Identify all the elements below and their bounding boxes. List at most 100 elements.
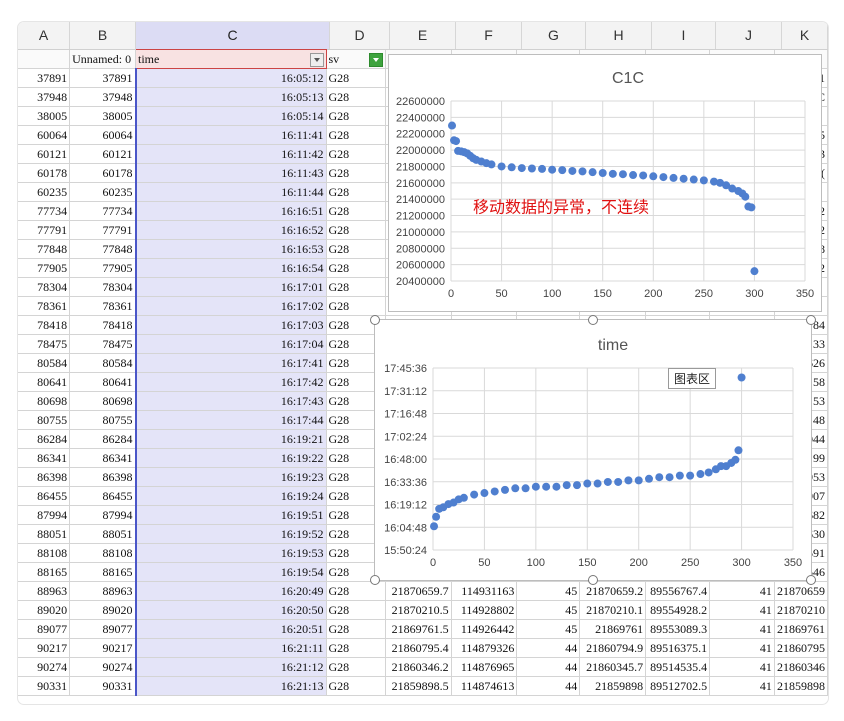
- cell-c[interactable]: 16:19:23: [134, 467, 327, 487]
- cell-c[interactable]: 16:20:50: [134, 600, 327, 620]
- cell-b[interactable]: 37891: [69, 68, 137, 88]
- cell-h[interactable]: 21859898: [579, 676, 647, 696]
- cell-a[interactable]: 88963: [18, 581, 71, 601]
- cell-a[interactable]: 60121: [18, 144, 71, 164]
- cell-c[interactable]: 16:20:51: [134, 619, 327, 639]
- cell-a[interactable]: 77734: [18, 201, 71, 221]
- cell-b[interactable]: 38005: [69, 106, 137, 126]
- cell-c[interactable]: 16:17:02: [134, 296, 327, 316]
- cell-f[interactable]: 114928802: [451, 600, 518, 620]
- cell-c[interactable]: 16:16:51: [134, 201, 327, 221]
- cell-d[interactable]: G28: [326, 239, 386, 259]
- cell-h[interactable]: 21860345.7: [579, 657, 647, 677]
- cell-b[interactable]: 89020: [69, 600, 137, 620]
- cell-d[interactable]: G28: [326, 106, 386, 126]
- cell-g[interactable]: 45: [516, 600, 581, 620]
- cell-k[interactable]: 21869761: [774, 619, 828, 639]
- cell-d[interactable]: G28: [326, 448, 386, 468]
- cell-a[interactable]: 89020: [18, 600, 71, 620]
- cell-c[interactable]: 16:11:43: [134, 163, 327, 183]
- cell-k[interactable]: 21870659: [774, 581, 828, 601]
- cell-a[interactable]: 38005: [18, 106, 71, 126]
- cell-f[interactable]: 114874613: [451, 676, 518, 696]
- cell-d[interactable]: G28: [326, 144, 386, 164]
- cell-a[interactable]: 90217: [18, 638, 71, 658]
- cell-b[interactable]: 60121: [69, 144, 137, 164]
- cell-b[interactable]: 87994: [69, 505, 137, 525]
- cell-c[interactable]: 16:05:14: [134, 106, 327, 126]
- cell-b[interactable]: 88963: [69, 581, 137, 601]
- cell-a[interactable]: 88051: [18, 524, 71, 544]
- cell-c[interactable]: 16:19:21: [134, 429, 327, 449]
- column-header-f[interactable]: F: [456, 22, 522, 49]
- cell-i[interactable]: 89556767.4: [645, 581, 711, 601]
- cell-b[interactable]: 77734: [69, 201, 137, 221]
- cell-c[interactable]: 16:19:52: [134, 524, 327, 544]
- cell-d[interactable]: G28: [326, 163, 386, 183]
- cell-b[interactable]: 77848: [69, 239, 137, 259]
- cell-d[interactable]: G28: [326, 87, 386, 107]
- time-chart[interactable]: time 15:50:24 16:04:48 16:19:12 16:33:36 16:4…: [374, 319, 812, 581]
- cell-c[interactable]: 16:05:12: [134, 68, 327, 88]
- cell-b[interactable]: 88108: [69, 543, 137, 563]
- resize-handle-bl[interactable]: [370, 575, 380, 585]
- cell-c[interactable]: 16:16:52: [134, 220, 327, 240]
- cell-a[interactable]: 86341: [18, 448, 71, 468]
- cell-i[interactable]: 89514535.4: [645, 657, 711, 677]
- resize-handle-tr[interactable]: [806, 315, 816, 325]
- cell-e[interactable]: 21859898.5: [385, 676, 452, 696]
- active-filter-icon[interactable]: [368, 52, 383, 67]
- column-header-b[interactable]: B: [70, 22, 136, 49]
- cell-c[interactable]: 16:17:43: [134, 391, 327, 411]
- cell-a[interactable]: 77791: [18, 220, 71, 240]
- column-header-d[interactable]: D: [330, 22, 390, 49]
- cell-a[interactable]: 80584: [18, 353, 71, 373]
- cell-d[interactable]: G28: [326, 334, 386, 354]
- cell-c[interactable]: 16:17:44: [134, 410, 327, 430]
- cell-e[interactable]: 21860795.4: [385, 638, 452, 658]
- cell-i[interactable]: 89512702.5: [645, 676, 711, 696]
- cell-j[interactable]: 41: [709, 676, 775, 696]
- cell-g[interactable]: 45: [516, 581, 581, 601]
- cell-c[interactable]: 16:19:24: [134, 486, 327, 506]
- cell-i[interactable]: 89553089.3: [645, 619, 711, 639]
- column-header-i[interactable]: I: [652, 22, 716, 49]
- cell-k[interactable]: 21860346: [774, 657, 828, 677]
- header-cell-time[interactable]: time: [135, 49, 327, 69]
- cell-a[interactable]: 88108: [18, 543, 71, 563]
- cell-h[interactable]: 21869761: [579, 619, 647, 639]
- cell-d[interactable]: G28: [326, 524, 386, 544]
- cell-c[interactable]: 16:11:42: [134, 144, 327, 164]
- cell-a[interactable]: 37891: [18, 68, 71, 88]
- cell-g[interactable]: 44: [516, 657, 581, 677]
- cell-a[interactable]: 80755: [18, 410, 71, 430]
- cell-a[interactable]: 88165: [18, 562, 71, 582]
- cell-b[interactable]: 60178: [69, 163, 137, 183]
- cell-d[interactable]: G28: [326, 296, 386, 316]
- cell-i[interactable]: 89554928.2: [645, 600, 711, 620]
- cell-b[interactable]: 86398: [69, 467, 137, 487]
- cell-d[interactable]: G28: [326, 676, 386, 696]
- cell-a[interactable]: 87994: [18, 505, 71, 525]
- cell-j[interactable]: 41: [709, 638, 775, 658]
- cell-b[interactable]: 78304: [69, 277, 137, 297]
- cell-b[interactable]: 88051: [69, 524, 137, 544]
- cell-c[interactable]: 16:21:11: [134, 638, 327, 658]
- cell-b[interactable]: 80698: [69, 391, 137, 411]
- cell-c[interactable]: 16:17:03: [134, 315, 327, 335]
- cell-k[interactable]: 21870210: [774, 600, 828, 620]
- cell-d[interactable]: G28: [326, 581, 386, 601]
- cell-a[interactable]: 77848: [18, 239, 71, 259]
- cell-b[interactable]: 90274: [69, 657, 137, 677]
- cell-i[interactable]: 89516375.1: [645, 638, 711, 658]
- cell-d[interactable]: G28: [326, 182, 386, 202]
- cell-d[interactable]: G28: [326, 258, 386, 278]
- filter-dropdown-icon[interactable]: [309, 53, 324, 67]
- cell-d[interactable]: G28: [326, 353, 386, 373]
- cell-j[interactable]: 41: [709, 581, 775, 601]
- cell-a[interactable]: 60235: [18, 182, 71, 202]
- cell-d[interactable]: G28: [326, 220, 386, 240]
- cell-a[interactable]: 78304: [18, 277, 71, 297]
- cell-f[interactable]: 114879326: [451, 638, 518, 658]
- cell-c[interactable]: 16:20:49: [134, 581, 327, 601]
